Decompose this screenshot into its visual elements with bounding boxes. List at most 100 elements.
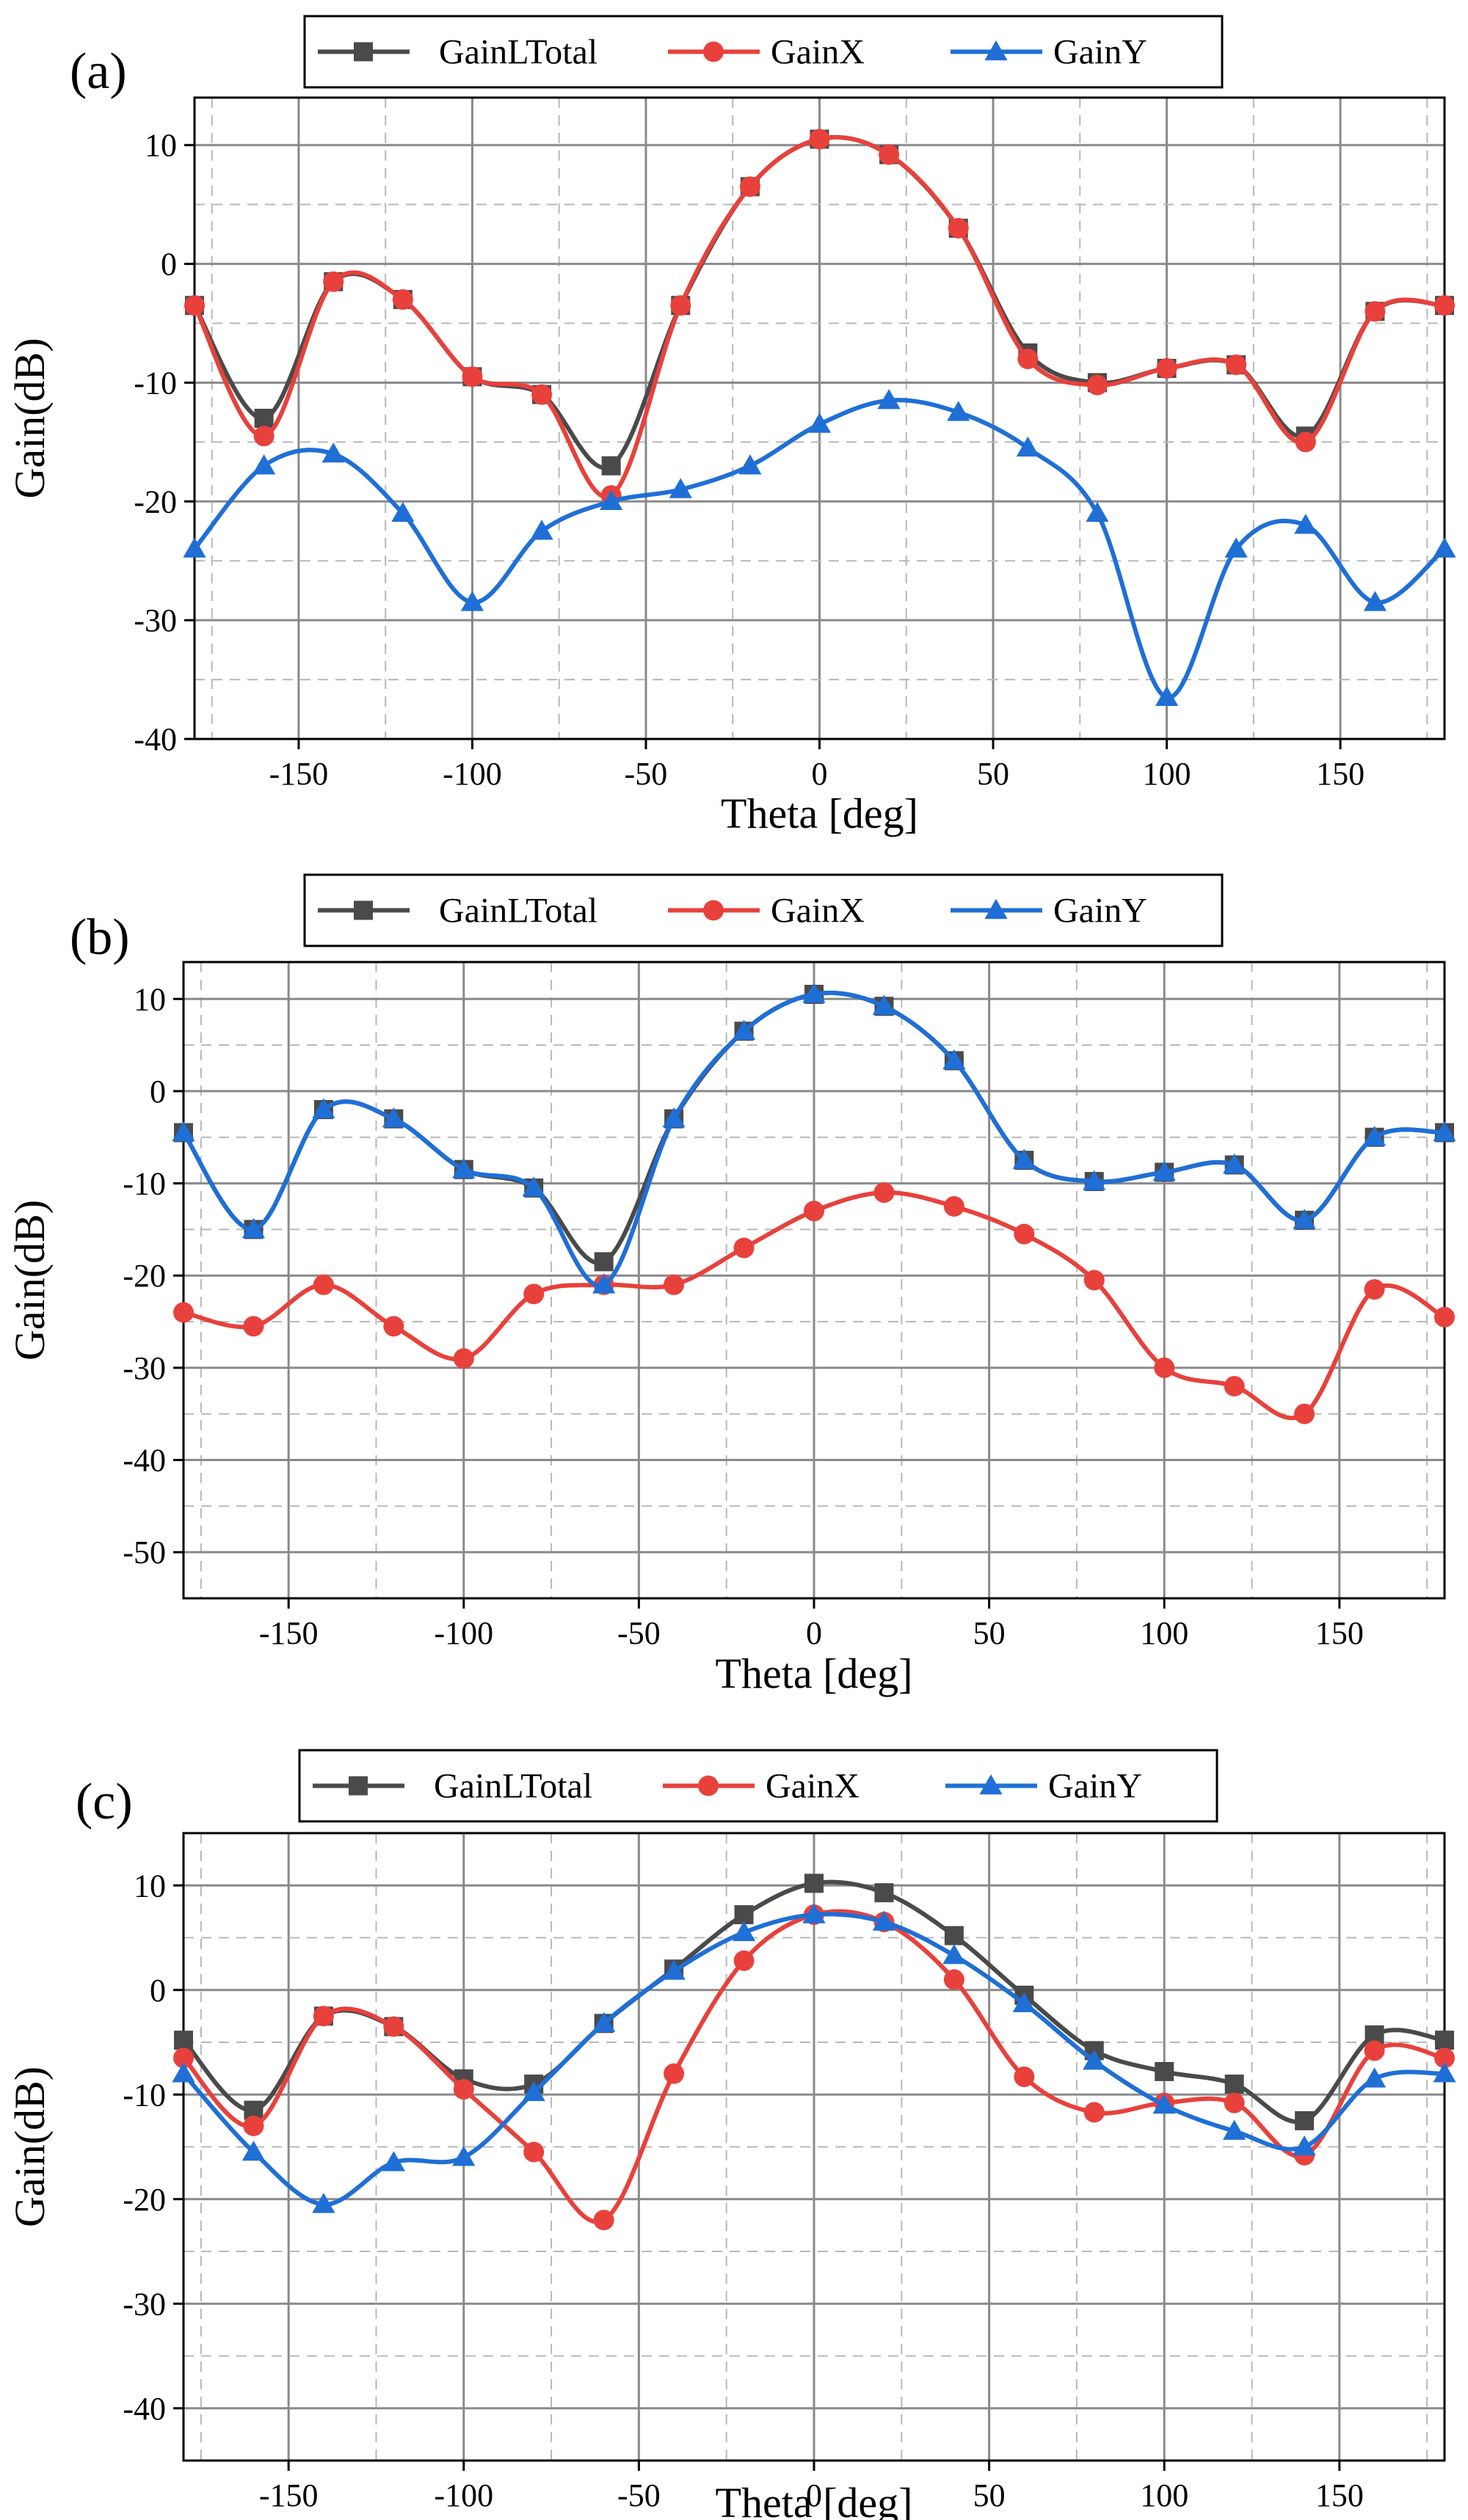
panel-label: (c)	[76, 1774, 133, 1830]
data-point-GainY	[942, 1944, 966, 1964]
legend-marker-GainLTotal	[354, 900, 373, 920]
data-point-GainY	[522, 2080, 545, 2102]
data-point-GainX	[1226, 354, 1247, 376]
x-tick-label: 50	[977, 756, 1009, 792]
data-point-GainX	[804, 1201, 824, 1222]
data-point-GainX	[313, 2006, 334, 2027]
data-point-GainLTotal	[1155, 2061, 1174, 2081]
data-point-GainY	[241, 2141, 266, 2161]
data-point-GainX	[313, 1274, 334, 1295]
data-point-GainY	[1433, 2062, 1456, 2083]
data-point-GainX	[733, 1237, 755, 1259]
y-axis-label: Gain(dB)	[6, 338, 54, 498]
data-point-GainX	[1083, 1270, 1105, 1291]
data-point-GainX	[253, 426, 275, 447]
legend-box	[298, 1749, 1218, 1823]
data-point-GainX	[809, 128, 830, 150]
data-point-GainX	[1294, 1403, 1315, 1424]
data-point-GainX	[943, 1195, 964, 1217]
data-point-GainX	[948, 218, 969, 239]
x-axis-label: Theta [deg]	[721, 790, 918, 837]
data-point-GainY	[1433, 537, 1456, 558]
data-point-GainY	[669, 478, 692, 498]
data-point-GainY	[732, 1019, 756, 1040]
y-tick-label: -10	[134, 365, 177, 401]
y-tick-label: -30	[123, 1350, 166, 1386]
data-point-GainX	[243, 1316, 264, 1337]
data-point-GainY	[662, 1959, 686, 1980]
data-point-GainY	[1224, 537, 1248, 558]
data-point-GainY	[522, 1176, 545, 1197]
y-tick-label: 10	[145, 128, 177, 164]
x-tick-label: -100	[434, 1615, 493, 1651]
data-point-GainY	[600, 489, 623, 510]
y-tick-label: 0	[161, 247, 177, 283]
data-point-GainY	[172, 1121, 195, 1142]
x-tick-label: 0	[806, 2477, 822, 2513]
data-point-GainY	[1362, 1126, 1387, 1146]
y-tick-label: 10	[134, 981, 166, 1017]
x-tick-label: 50	[973, 1615, 1006, 1651]
x-tick-label: 50	[973, 2477, 1006, 2513]
data-point-GainY	[662, 1107, 686, 1128]
data-point-GainX	[1434, 2047, 1455, 2069]
data-point-GainY	[391, 501, 415, 522]
panel-label: (b)	[70, 909, 130, 966]
legend-label-GainLTotal: GainLTotal	[434, 1767, 592, 1806]
data-point-GainX	[1017, 349, 1039, 370]
data-point-GainX	[664, 1274, 685, 1295]
legend-marker-GainX	[703, 41, 724, 62]
x-tick-label: 0	[806, 1615, 822, 1651]
data-point-GainLTotal	[601, 456, 621, 476]
data-point-GainX	[453, 1348, 474, 1369]
data-point-GainX	[173, 1302, 194, 1323]
chart-panel-3: -150 -100 -50 0 50 100 150-40-30-20-10010Theta…	[6, 1749, 1456, 2520]
data-point-GainX	[1083, 2102, 1105, 2123]
data-point-GainX	[670, 295, 691, 316]
data-point-GainX	[1365, 301, 1386, 322]
data-point-GainX	[943, 1969, 964, 1990]
y-tick-label: -40	[134, 721, 177, 757]
data-point-GainY	[802, 983, 826, 1003]
data-point-GainY	[241, 1217, 266, 1239]
data-point-GainX	[383, 2016, 404, 2037]
legend-box	[303, 15, 1224, 89]
data-point-GainX	[1156, 358, 1177, 379]
grid	[184, 1832, 1445, 2461]
data-point-GainX	[453, 2079, 474, 2100]
x-tick-label: -150	[259, 2477, 319, 2513]
legend-label-GainX: GainX	[771, 892, 865, 931]
data-point-GainY	[1086, 501, 1109, 522]
legend-label-GainLTotal: GainLTotal	[439, 892, 597, 931]
data-point-GainY	[1294, 514, 1318, 534]
data-point-GainY	[732, 1920, 756, 1942]
data-point-GainY	[382, 1107, 405, 1128]
y-tick-label: 0	[150, 1074, 166, 1110]
data-point-GainY	[183, 537, 206, 558]
legend-marker-GainY	[984, 898, 1008, 919]
legend-label-GainX: GainX	[766, 1767, 860, 1806]
data-point-GainX	[879, 144, 900, 165]
y-tick-label: -30	[123, 2286, 166, 2322]
data-point-GainX	[392, 289, 413, 310]
y-tick-label: -50	[123, 1534, 166, 1570]
x-tick-label: 100	[1140, 1615, 1188, 1651]
series-GainY	[183, 389, 1456, 707]
data-point-GainLTotal	[874, 1883, 894, 1903]
series-GainX	[173, 1182, 1455, 1424]
legend-label-GainY: GainY	[1048, 1767, 1142, 1806]
y-tick-label: -40	[123, 1443, 166, 1479]
data-point-GainX	[1295, 431, 1316, 453]
data-point-GainX	[1014, 1223, 1035, 1245]
data-point-GainY	[1083, 1170, 1106, 1190]
chart-panel-2: -150 -100 -50 0 50 100 150-50-40-30-20-10010Th…	[6, 873, 1456, 1697]
data-point-GainY	[1363, 591, 1387, 611]
y-tick-label: -30	[134, 602, 177, 638]
x-tick-label: 150	[1315, 2477, 1364, 2513]
x-tick-label: 0	[812, 756, 828, 792]
data-point-GainY	[592, 1273, 616, 1294]
data-point-GainX	[1434, 295, 1455, 316]
legend-label-GainY: GainY	[1053, 33, 1147, 72]
data-point-GainX	[462, 366, 483, 387]
legend-marker-GainX	[698, 1775, 719, 1796]
